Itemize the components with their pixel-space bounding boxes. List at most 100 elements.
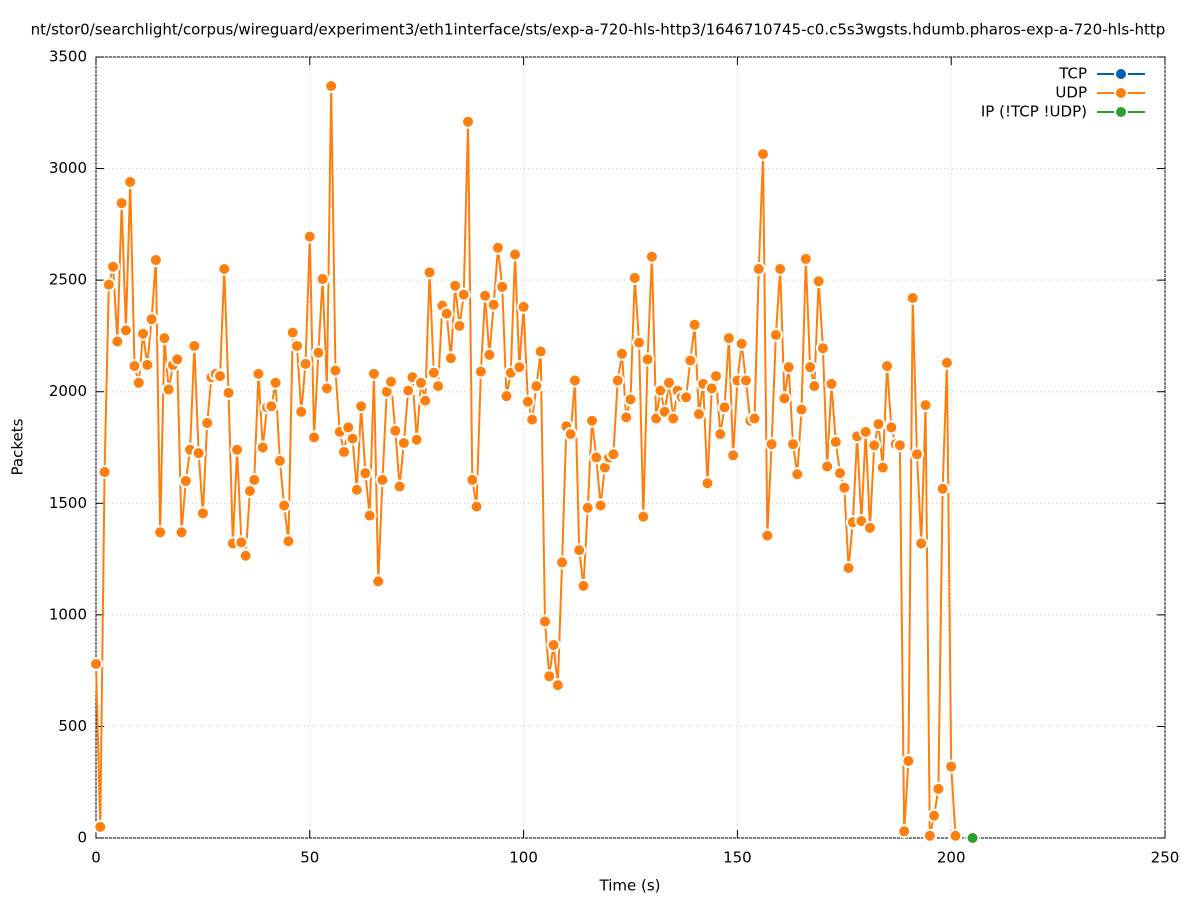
legend-label: TCP <box>1058 65 1087 83</box>
data-point <box>691 407 706 422</box>
legend-marker <box>1114 67 1128 81</box>
data-point <box>127 359 142 374</box>
data-point <box>234 535 249 550</box>
data-point <box>264 399 279 414</box>
data-point <box>901 754 916 769</box>
data-point <box>589 450 604 465</box>
data-point <box>200 415 215 430</box>
data-point <box>465 472 480 487</box>
y-tick-label: 0 <box>77 829 87 847</box>
data-point <box>170 352 185 367</box>
data-point <box>153 525 168 540</box>
data-point <box>931 781 946 796</box>
data-point <box>448 278 463 293</box>
data-point <box>392 479 407 494</box>
data-point <box>311 345 326 360</box>
data-point <box>525 412 540 427</box>
data-point <box>337 444 352 459</box>
data-point <box>277 498 292 513</box>
data-point <box>721 331 736 346</box>
data-point <box>298 356 313 371</box>
data-point <box>302 229 317 244</box>
data-point <box>371 574 386 589</box>
data-point <box>123 174 138 189</box>
data-point <box>345 431 360 446</box>
data-point <box>738 373 753 388</box>
data-point <box>862 520 877 535</box>
x-tick-label: 50 <box>300 849 319 867</box>
data-point <box>794 402 809 417</box>
data-point <box>238 548 253 563</box>
data-point <box>610 373 625 388</box>
y-tick-label: 1000 <box>49 605 87 623</box>
data-point <box>456 287 471 302</box>
data-point <box>546 637 561 652</box>
data-point <box>944 759 959 774</box>
data-point <box>640 352 655 367</box>
data-point <box>161 382 176 397</box>
data-point <box>948 828 963 843</box>
data-point <box>272 453 287 468</box>
data-point <box>939 355 954 370</box>
data-point <box>726 448 741 463</box>
data-point <box>384 374 399 389</box>
data-point <box>315 272 330 287</box>
data-point <box>255 440 270 455</box>
data-point <box>230 442 245 457</box>
data-point <box>118 323 133 338</box>
data-point <box>443 351 458 366</box>
data-point <box>508 247 523 262</box>
data-point <box>828 434 843 449</box>
data-point <box>461 114 476 129</box>
chart-title: nt/stor0/searchlight/corpus/wireguard/ex… <box>31 21 1166 39</box>
data-point <box>785 437 800 452</box>
data-point <box>644 249 659 264</box>
data-point <box>195 506 210 521</box>
data-point <box>366 366 381 381</box>
data-point <box>666 411 681 426</box>
data-point <box>114 196 129 211</box>
data-point <box>880 359 895 374</box>
data-point <box>469 499 484 514</box>
data-point <box>905 290 920 305</box>
data-point <box>606 447 621 462</box>
data-point <box>632 335 647 350</box>
data-point <box>555 555 570 570</box>
data-point <box>529 379 544 394</box>
data-point <box>499 389 514 404</box>
data-point <box>533 344 548 359</box>
data-point <box>537 614 552 629</box>
data-point <box>97 465 112 480</box>
data-point <box>550 678 565 693</box>
data-point <box>614 346 629 361</box>
legend-label: IP (!TCP !UDP) <box>981 103 1087 121</box>
plot-frame <box>95 56 1166 839</box>
data-point <box>875 460 890 475</box>
y-tick-label: 2000 <box>49 382 87 400</box>
data-point <box>777 391 792 406</box>
data-point <box>922 828 937 843</box>
data-point <box>217 261 232 276</box>
data-point <box>319 381 334 396</box>
data-point <box>747 411 762 426</box>
data-point <box>798 251 813 266</box>
data-point <box>965 831 980 845</box>
data-point <box>820 459 835 474</box>
data-point <box>140 357 155 372</box>
data-point <box>157 331 172 346</box>
data-point <box>328 363 343 378</box>
data-point <box>858 424 873 439</box>
data-point <box>221 385 236 400</box>
data-point <box>764 437 779 452</box>
data-point <box>93 819 108 834</box>
y-tick-label: 500 <box>58 717 87 735</box>
data-point <box>148 253 163 268</box>
x-axis-label: Time (s) <box>599 877 661 895</box>
data-point <box>717 400 732 415</box>
data-point <box>289 338 304 353</box>
data-point <box>811 274 826 289</box>
data-point <box>307 430 322 445</box>
data-point <box>101 277 116 292</box>
y-tick-label: 2500 <box>49 271 87 289</box>
data-point <box>422 265 437 280</box>
